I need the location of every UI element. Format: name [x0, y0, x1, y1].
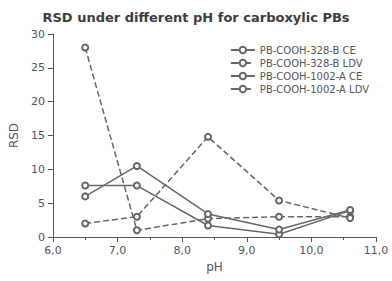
svg-text:0: 0	[38, 231, 45, 244]
svg-text:30: 30	[31, 28, 45, 41]
svg-text:8,0: 8,0	[173, 244, 191, 257]
svg-text:pH: pH	[206, 260, 223, 274]
svg-text:25: 25	[31, 61, 45, 74]
svg-text:PB-COOH-1002-A CE: PB-COOH-1002-A CE	[260, 71, 363, 82]
svg-text:PB-COOH-1002-A LDV: PB-COOH-1002-A LDV	[260, 84, 369, 95]
svg-text:RSD under different pH for car: RSD under different pH for carboxylic PB…	[42, 10, 349, 25]
svg-text:20: 20	[31, 95, 45, 108]
svg-text:15: 15	[31, 129, 45, 142]
svg-text:PB-COOH-328-B LDV: PB-COOH-328-B LDV	[260, 58, 363, 69]
svg-text:11,0: 11,0	[364, 244, 389, 257]
svg-text:5: 5	[38, 197, 45, 210]
svg-text:9,0: 9,0	[238, 244, 256, 257]
svg-text:10,0: 10,0	[299, 244, 324, 257]
svg-text:10: 10	[31, 163, 45, 176]
svg-text:RSD: RSD	[7, 123, 21, 148]
svg-text:6,0: 6,0	[44, 244, 62, 257]
svg-text:PB-COOH-328-B CE: PB-COOH-328-B CE	[260, 45, 356, 56]
svg-text:7,0: 7,0	[109, 244, 127, 257]
